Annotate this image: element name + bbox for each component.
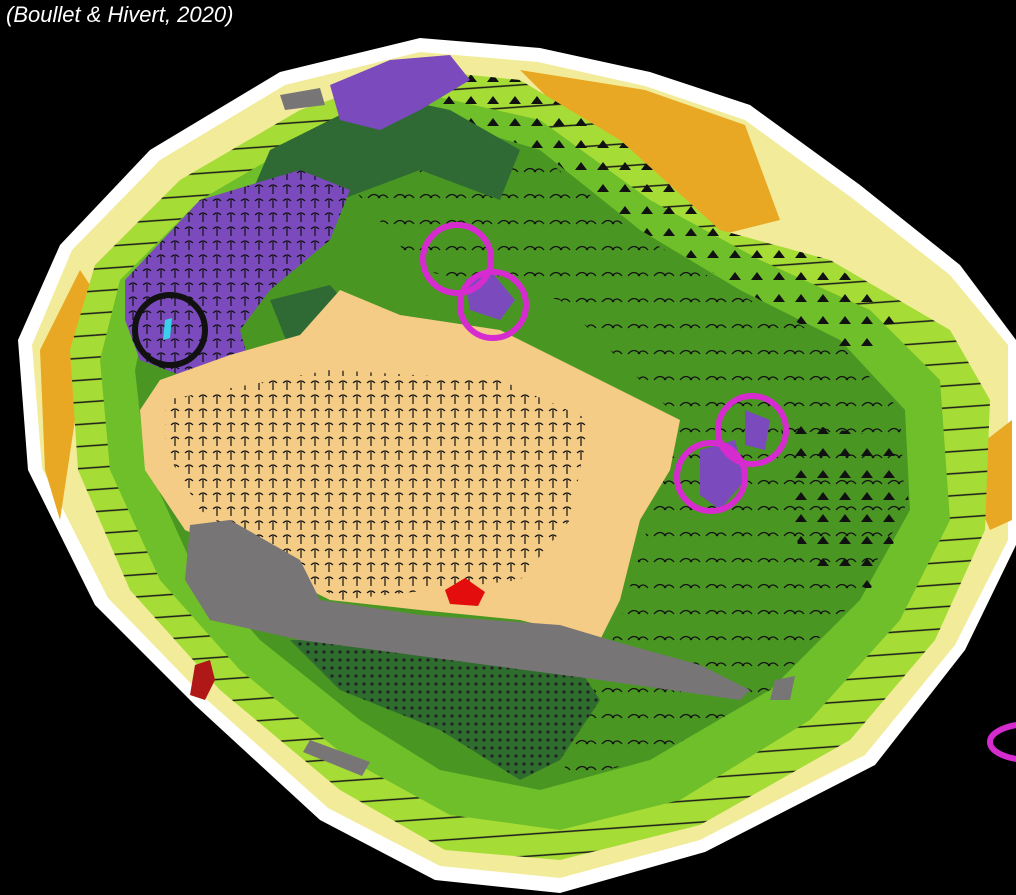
zone-orange [520,70,780,240]
caption: (Boullet & Hivert, 2020) [6,2,233,27]
forest-dots [290,640,600,780]
highlight-circle [987,722,1016,762]
zone-grey [280,88,325,110]
highlight-circle [715,393,789,467]
highlight-circle [420,222,494,296]
island [18,38,1016,893]
palms [125,170,350,375]
zone-purple [745,410,770,450]
peaks [420,70,900,360]
highlights [132,222,1016,762]
peaks [780,420,910,590]
water [163,318,172,340]
zone-red [190,660,215,700]
zone-purple [330,55,470,130]
palms [165,370,590,600]
zone-grey [303,740,370,776]
zone-red [445,578,485,606]
highlight-circle [457,269,529,341]
highlight-circle [674,440,748,514]
zone-grey [185,520,750,700]
arcs [330,125,905,780]
highlight-circle [132,292,208,368]
zone-grey [770,676,795,700]
